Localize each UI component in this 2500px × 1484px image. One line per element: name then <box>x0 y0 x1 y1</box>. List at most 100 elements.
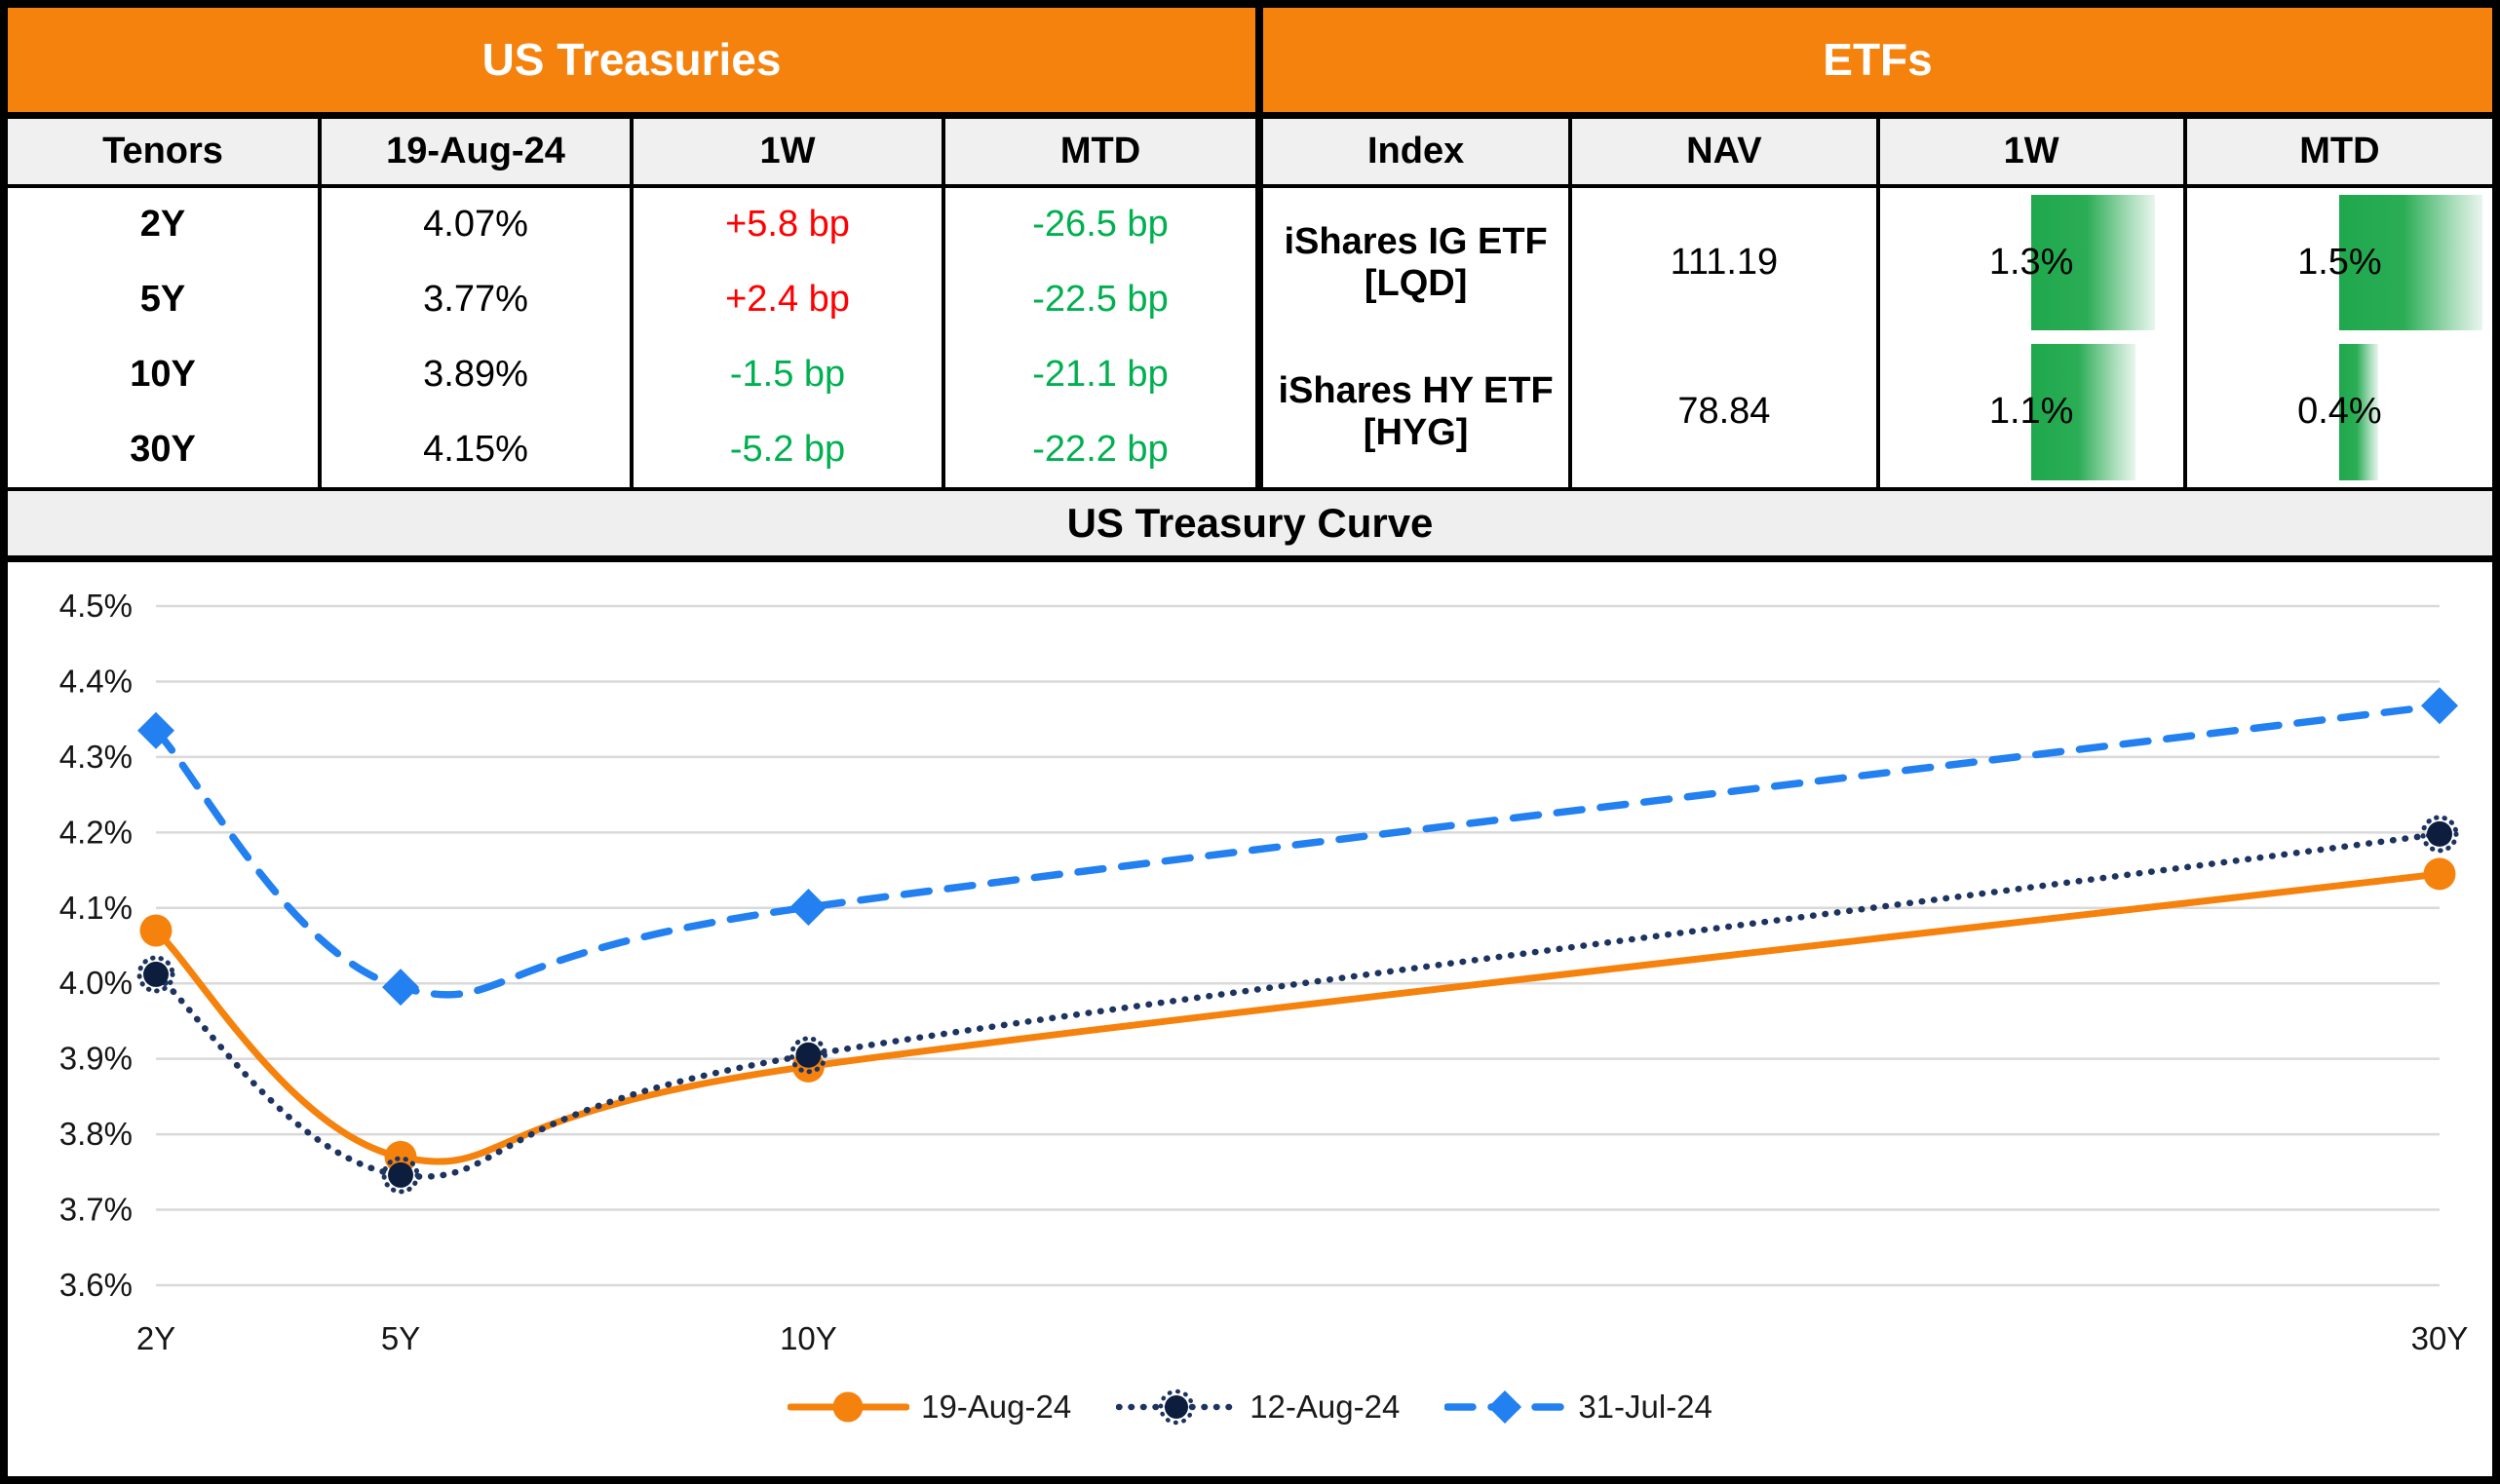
etf-one-week-cell[interactable]: 1.1% <box>1875 336 2187 487</box>
marker-31-Jul-24-5Y <box>382 969 420 1007</box>
etf-change-value: 1.3% <box>1988 242 2074 284</box>
one-week-change-cell[interactable]: -5.2 bp <box>630 411 945 487</box>
legend-item-12-Aug-24[interactable]: 12-Aug-24 <box>1116 1387 1400 1427</box>
x-axis-tick-label-10y: 10Y <box>780 1320 837 1356</box>
y-axis-tick-label: 4.3% <box>59 739 133 775</box>
y-axis-tick-label: 4.2% <box>59 814 133 850</box>
series-line-19-Aug-24 <box>152 870 2443 1165</box>
marker-12-Aug-24-10Y-outline <box>788 1036 827 1075</box>
legend-item-31-Jul-24[interactable]: 31-Jul-24 <box>1444 1387 1712 1427</box>
y-axis-tick-label: 3.9% <box>59 1041 133 1077</box>
marker-31-Jul-24-10Y <box>789 889 827 927</box>
marker-12-Aug-24-10Y <box>795 1042 822 1068</box>
y-axis-tick-label: 3.8% <box>59 1116 133 1152</box>
marker-19-Aug-24-2Y <box>139 914 173 947</box>
etf-mtd-cell[interactable]: 0.4% <box>2182 336 2492 487</box>
y-axis-tick-label: 4.4% <box>59 663 133 699</box>
etf-nav-cell[interactable]: 111.19 <box>1568 186 1880 337</box>
marker-12-Aug-24-30Y <box>2427 820 2452 847</box>
chart-title-band: US Treasury Curve <box>8 487 2492 562</box>
mtd-change-cell[interactable]: -22.2 bp <box>942 411 1255 487</box>
etf-index-cell[interactable]: iShares IG ETF [LQD] <box>1263 186 1573 337</box>
etf-change-value: 1.5% <box>2297 242 2382 284</box>
marker-31-Jul-24-30Y <box>2421 687 2458 725</box>
positive-databar <box>2031 195 2155 330</box>
treasury-row-5y: 5Y 3.77% +2.4 bp -22.5 bp <box>8 261 1255 337</box>
etf-change-value: 0.4% <box>2297 391 2382 433</box>
positive-databar <box>2031 343 2136 480</box>
mtd-change-cell[interactable]: -21.1 bp <box>942 336 1255 412</box>
treasury-row-10y: 10Y 3.89% -1.5 bp -21.1 bp <box>8 336 1255 412</box>
etf-mtd-cell[interactable]: 1.5% <box>2182 186 2492 337</box>
column-header-etf-mtd[interactable]: MTD <box>2182 115 2492 189</box>
treasury-curve-plot: 4.5% 4.4% 4.3% 4.2% 4.1% 4.0% 3.9% 3.8% 3.7% 3.6%… <box>59 588 2469 1356</box>
marker-31-Jul-24-2Y <box>137 711 174 749</box>
x-axis-tick-label-5y: 5Y <box>381 1320 420 1356</box>
us-treasuries-title: US Treasuries <box>8 8 1255 119</box>
legend-label-31-Jul-24: 31-Jul-24 <box>1578 1389 1712 1425</box>
series-line-12-Aug-24 <box>152 830 2443 1180</box>
marker-19-Aug-24-5Y <box>384 1140 417 1173</box>
etfs-table: ETFs Index NAV 1W MTD iShares IG ETF [LQ… <box>1263 8 2492 487</box>
tenor-cell[interactable]: 2Y <box>8 186 322 262</box>
etf-row: iShares HY ETF [HYG] 78.84 1.1% 0.4% <box>1263 336 2492 487</box>
etf-row: iShares IG ETF [LQD] 111.19 1.3% 1.5% <box>1263 186 2492 337</box>
x-axis-tick-label-30y: 30Y <box>2411 1320 2469 1356</box>
legend-label-12-Aug-24: 12-Aug-24 <box>1250 1389 1401 1425</box>
y-axis-tick-label: 3.6% <box>59 1267 133 1303</box>
chart-legend: 19-Aug-24 12-Aug-24 31-Jul-24 <box>8 1387 2492 1427</box>
chart-title: US Treasury Curve <box>1066 500 1434 546</box>
marker-12-Aug-24-5Y-outline <box>381 1156 420 1195</box>
mtd-change-cell[interactable]: -26.5 bp <box>942 186 1255 262</box>
legend-sample-31-Jul-24 <box>1444 1390 1567 1424</box>
legend-label-19-Aug-24: 19-Aug-24 <box>921 1389 1072 1425</box>
mtd-change-cell[interactable]: -22.5 bp <box>942 261 1255 337</box>
legend-sample-19-Aug-24 <box>788 1391 910 1423</box>
one-week-change-cell[interactable]: +2.4 bp <box>630 261 945 337</box>
column-header-1w[interactable]: 1W <box>630 115 945 189</box>
treasury-row-30y: 30Y 4.15% -5.2 bp -22.2 bp <box>8 411 1255 487</box>
positive-databar <box>2339 343 2378 480</box>
column-header-mtd[interactable]: MTD <box>942 115 1255 189</box>
top-tables: US Treasuries Tenors 19-Aug-24 1W MTD 2Y… <box>8 8 2492 487</box>
etf-change-value: 1.1% <box>1988 391 2074 433</box>
etf-nav-cell[interactable]: 78.84 <box>1568 336 1880 487</box>
marker-12-Aug-24-2Y <box>143 961 169 987</box>
series-line-31-Jul-24 <box>152 702 2443 999</box>
y-axis-tick-label: 4.1% <box>59 890 133 926</box>
etf-one-week-cell[interactable]: 1.3% <box>1875 186 2187 337</box>
tenor-cell[interactable]: 5Y <box>8 261 322 337</box>
etf-index-cell[interactable]: iShares HY ETF [HYG] <box>1263 336 1573 487</box>
column-header-nav[interactable]: NAV <box>1568 115 1880 189</box>
column-header-tenors[interactable]: Tenors <box>8 115 322 189</box>
us-treasuries-header-row: Tenors 19-Aug-24 1W MTD <box>8 115 1255 189</box>
legend-item-19-Aug-24[interactable]: 19-Aug-24 <box>788 1387 1071 1427</box>
etfs-header-row: Index NAV 1W MTD <box>1263 115 2492 189</box>
rate-cell[interactable]: 3.89% <box>318 336 634 412</box>
treasury-curve-chart: 4.5% 4.4% 4.3% 4.2% 4.1% 4.0% 3.9% 3.8% 3.7% 3.6%… <box>8 562 2492 1476</box>
positive-databar <box>2339 195 2483 330</box>
column-header-19-aug-24[interactable]: 19-Aug-24 <box>318 115 634 189</box>
y-axis-tick-label: 4.5% <box>59 588 133 624</box>
marker-19-Aug-24-30Y <box>2423 857 2456 891</box>
y-axis-tick-label: 3.7% <box>59 1192 133 1228</box>
marker-12-Aug-24-30Y-outline <box>2420 815 2459 854</box>
rate-cell[interactable]: 4.15% <box>318 411 634 487</box>
column-header-etf-1w[interactable]: 1W <box>1875 115 2187 189</box>
y-axis-tick-label: 4.0% <box>59 965 133 1001</box>
one-week-change-cell[interactable]: +5.8 bp <box>630 186 945 262</box>
etfs-title: ETFs <box>1263 8 2492 119</box>
x-axis-tick-label-2y: 2Y <box>136 1320 175 1356</box>
tenor-cell[interactable]: 30Y <box>8 411 322 487</box>
tables-divider <box>1255 8 1263 487</box>
column-header-index[interactable]: Index <box>1263 115 1573 189</box>
marker-12-Aug-24-5Y <box>388 1161 414 1188</box>
rate-cell[interactable]: 3.77% <box>318 261 634 337</box>
treasury-row-2y: 2Y 4.07% +5.8 bp -26.5 bp <box>8 186 1255 262</box>
one-week-change-cell[interactable]: -1.5 bp <box>630 336 945 412</box>
rate-cell[interactable]: 4.07% <box>318 186 634 262</box>
us-treasuries-table: US Treasuries Tenors 19-Aug-24 1W MTD 2Y… <box>8 8 1255 487</box>
legend-sample-12-Aug-24 <box>1116 1389 1239 1426</box>
tenor-cell[interactable]: 10Y <box>8 336 322 412</box>
